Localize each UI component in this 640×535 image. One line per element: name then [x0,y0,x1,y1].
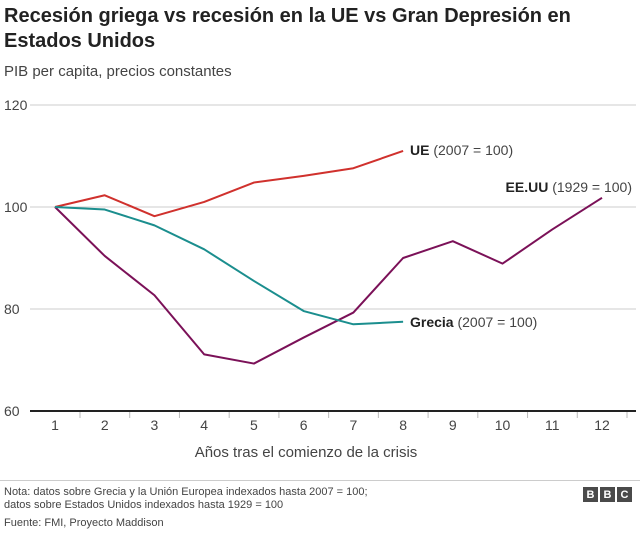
series-note: (2007 = 100) [429,142,513,158]
series-line-eeuu [54,196,603,365]
x-tick-label: 8 [399,417,407,433]
x-tick-label: 11 [545,417,560,433]
series-note: (2007 = 100) [454,314,538,330]
footer-divider [0,480,640,481]
series-label-ue: UE (2007 = 100) [410,142,513,158]
series-note: (1929 = 100) [548,179,632,195]
y-tick-label: 60 [4,403,20,419]
footnote-line-1: Nota: datos sobre Grecia y la Unión Euro… [4,486,368,498]
x-tick-label: 1 [51,417,59,433]
bbc-logo-b2: B [600,487,615,502]
x-axis-label: Años tras el comienzo de la crisis [195,444,418,461]
bbc-logo-c: C [617,487,632,502]
series-line-grecia [54,206,404,326]
x-tick-label: 6 [300,417,308,433]
series-name: UE [410,142,429,158]
chart-title: Recesión griega vs recesión en la UE vs … [4,5,571,52]
y-tick-label: 120 [4,97,28,113]
bbc-logo-b1: B [583,487,598,502]
y-tick-label: 100 [4,199,28,215]
x-tick-label: 7 [349,417,357,433]
series-name: Grecia [410,314,454,330]
source: Fuente: FMI, Proyecto Maddison [4,517,164,529]
footnote: Nota: datos sobre Grecia y la Unión Euro… [4,486,368,512]
series-label-eeuu: EE.UU (1929 = 100) [506,179,632,195]
x-tick-label: 10 [495,417,511,433]
x-tick-label: 2 [101,417,109,433]
y-tick-label: 80 [4,301,20,317]
x-tick-label: 12 [594,417,610,433]
x-tick-label: 9 [449,417,457,433]
x-tick-label: 3 [151,417,159,433]
x-tick-label: 4 [200,417,208,433]
footnote-line-2: datos sobre Estados Unidos indexados has… [4,499,284,511]
series-line-ue [54,149,404,218]
series-label-grecia: Grecia (2007 = 100) [410,314,537,330]
series-name: EE.UU [506,179,549,195]
chart-subtitle: PIB per capita, precios constantes [4,63,232,80]
x-tick-label: 5 [250,417,258,433]
